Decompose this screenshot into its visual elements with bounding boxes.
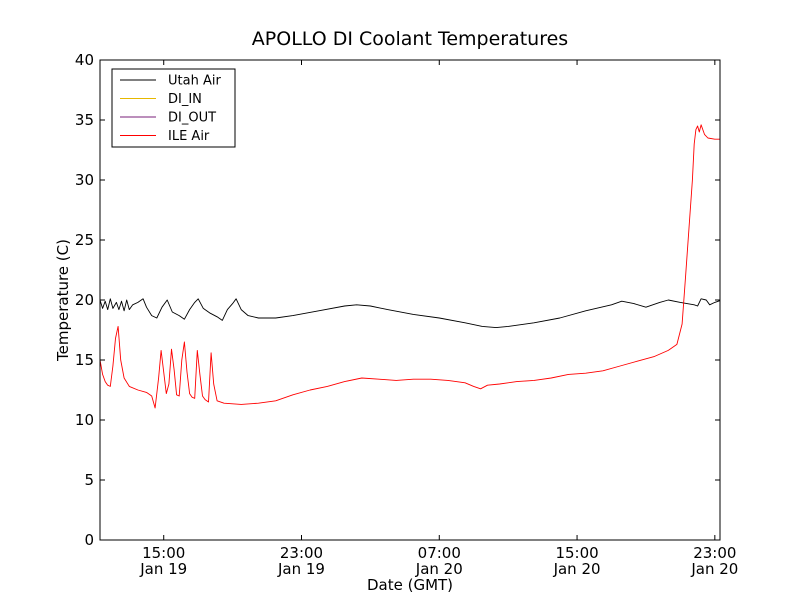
x-axis-label: Date (GMT) [367,576,453,594]
y-axis-label: Temperature (C) [54,239,72,362]
y-tick-label: 0 [84,531,94,549]
x-tick-time-label: 23:00 [693,544,736,562]
y-tick-label: 35 [75,111,94,129]
legend-label: DI_OUT [168,111,216,126]
x-tick-date-label: Jan 19 [139,560,187,578]
legend: Utah Air DI_IN DI_OUT ILE Air [111,68,236,148]
x-tick-time-label: 15:00 [142,544,185,562]
y-tick-label: 40 [75,51,94,69]
legend-box [111,68,236,148]
x-tick-time-label: 23:00 [280,544,323,562]
x-tick-time-label: 07:00 [418,544,461,562]
y-tick-label: 10 [75,411,94,429]
series-line-ile-air [100,124,720,409]
x-tick-date-label: Jan 20 [553,560,601,578]
x-tick-date-label: Jan 20 [415,560,463,578]
y-tick-label: 20 [75,291,94,309]
series-line-utah-air [100,298,720,329]
x-tick-date-label: Jan 19 [277,560,325,578]
y-tick-label: 15 [75,351,94,369]
x-tick-date-label: Jan 20 [690,560,738,578]
y-tick-label: 25 [75,231,94,249]
legend-label: DI_IN [168,92,202,107]
legend-label: Utah Air [168,74,221,89]
y-tick-label: 30 [75,171,94,189]
y-tick-label: 5 [84,471,94,489]
legend-label: ILE Air [168,129,210,144]
chart-title: APOLLO DI Coolant Temperatures [252,28,568,50]
x-tick-time-label: 15:00 [555,544,598,562]
